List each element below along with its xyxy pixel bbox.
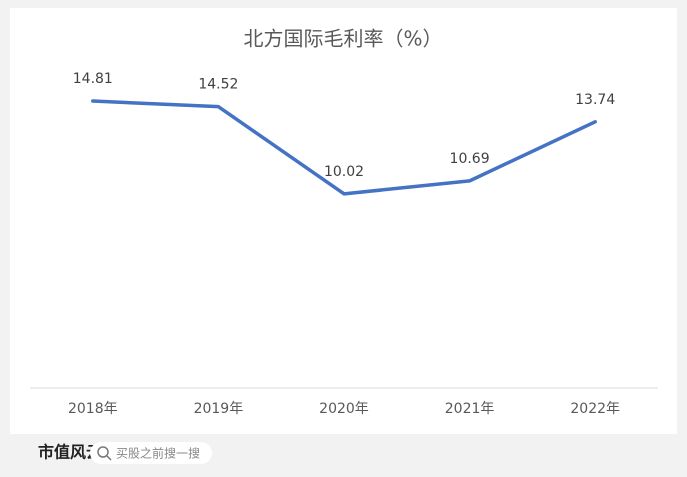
x-tick-label: 2018年 <box>68 401 118 417</box>
x-tick-label: 2020年 <box>319 401 369 417</box>
plot-background <box>10 8 677 434</box>
x-tick-label: 2019年 <box>194 401 244 417</box>
line <box>91 99 597 196</box>
search-icon-handle <box>106 455 112 461</box>
chart-title: 北方国际毛利率（%） <box>243 27 442 51</box>
footer-logo: 市值风云 <box>38 443 102 462</box>
data-label: 10.02 <box>324 164 364 180</box>
x-tick-label: 2021年 <box>445 401 495 417</box>
search-icon <box>97 446 109 458</box>
data-label: 13.74 <box>575 92 615 108</box>
data-label: 14.81 <box>73 71 113 87</box>
data-label: 10.69 <box>450 151 490 167</box>
search-box[interactable] <box>90 442 212 464</box>
data-label: 14.52 <box>198 77 238 93</box>
search-placeholder: 买股之前搜一搜 <box>116 446 200 461</box>
x-tick-label: 2022年 <box>570 401 620 417</box>
